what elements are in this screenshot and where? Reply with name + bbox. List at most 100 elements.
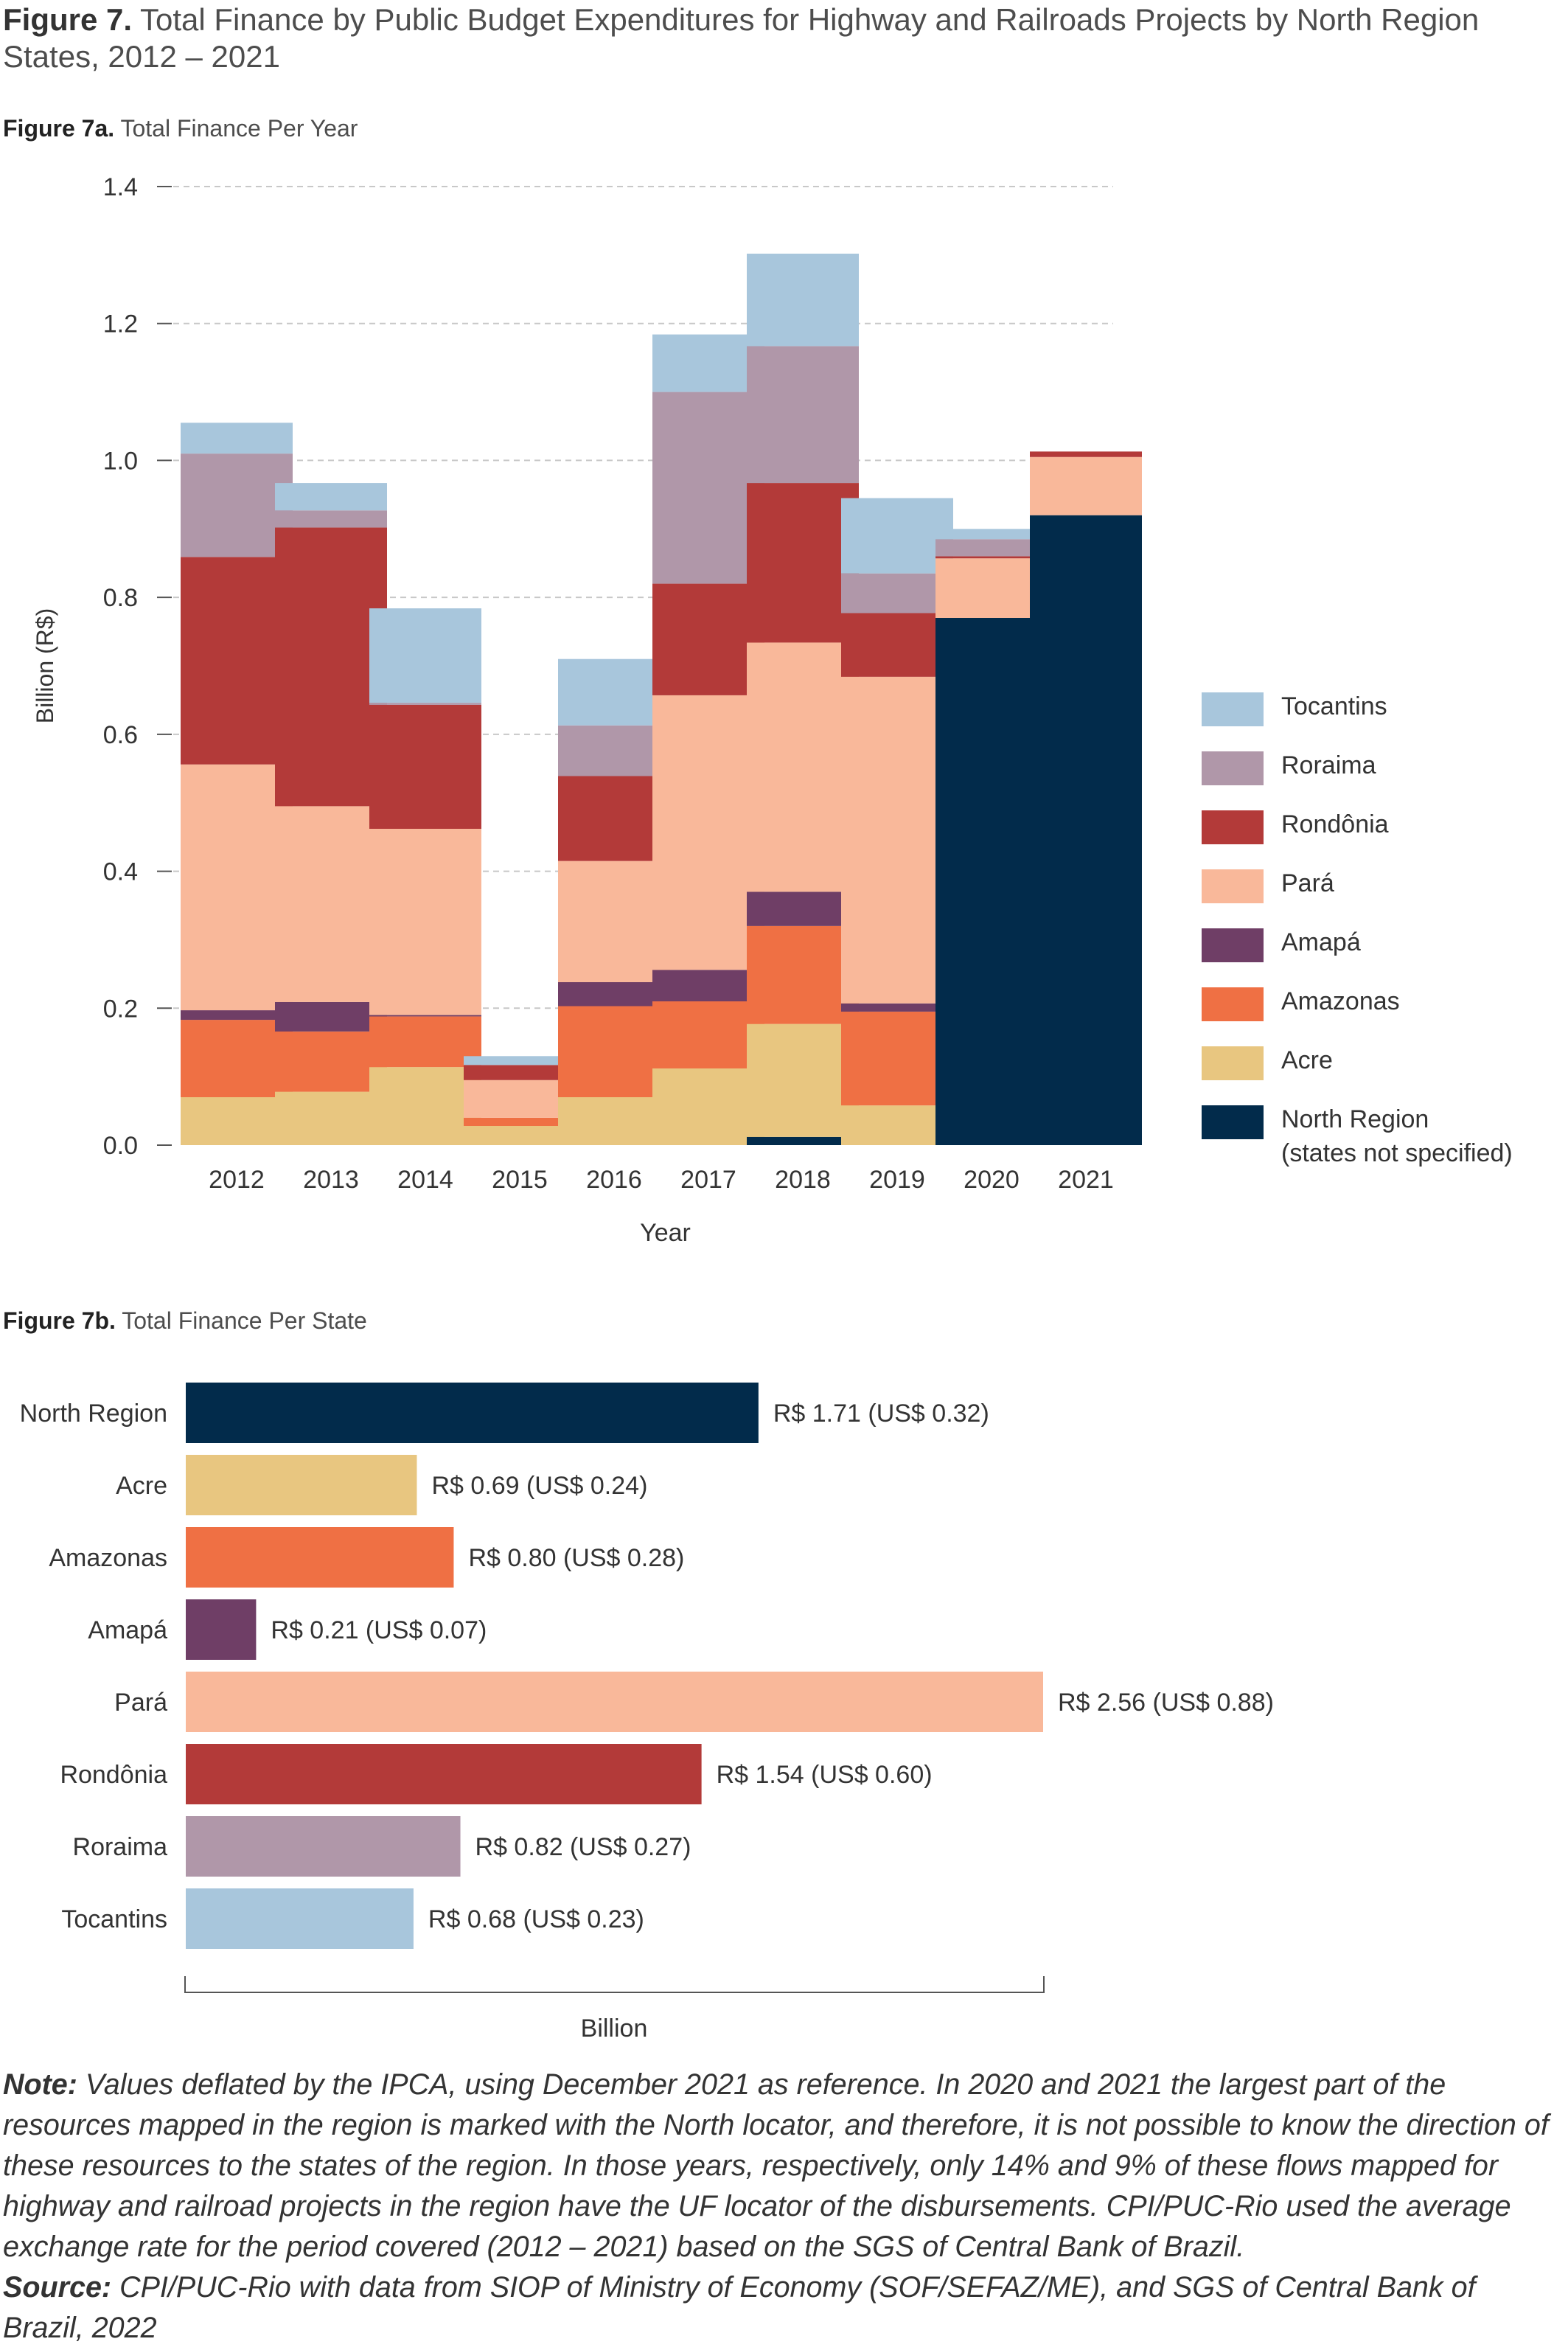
bar-segment-rondonia-2012	[181, 557, 293, 765]
bar-segment-tocantins-2018	[747, 254, 859, 347]
bar-segment-amazonas-2014	[369, 1016, 481, 1068]
legend-item-amazonas: Amazonas	[1202, 984, 1541, 1029]
bar-segment-roraima-2019	[841, 573, 953, 613]
figure-7b-title-text: Total Finance Per State	[122, 1307, 367, 1334]
bar-segment-roraima-2014	[369, 703, 481, 705]
bar-segment-rondonia-2020	[935, 556, 1048, 559]
bar-segment-acre-2015	[464, 1126, 576, 1145]
legend-label: Amazonas	[1281, 987, 1400, 1015]
x-axis-label: Year	[640, 1219, 691, 1247]
bar-segment-acre-2014	[369, 1067, 481, 1145]
bar-segment-rondonia-2016	[558, 776, 670, 861]
note-text: Values deflated by the IPCA, using Decem…	[3, 2068, 1549, 2263]
y-tick-label: 0.8	[103, 584, 138, 612]
bar-segment-roraima-2016	[558, 725, 670, 776]
bar-segment-amapa-2013	[275, 1001, 387, 1032]
y-axis-label: Billion (R$)	[32, 608, 58, 723]
source-label: Source:	[3, 2271, 112, 2304]
data-label: R$ 1.71 (US$ 0.32)	[773, 1400, 989, 1428]
legend-swatch	[1202, 987, 1264, 1021]
bar-tocantins	[186, 1888, 414, 1949]
bar-rondonia	[186, 1744, 702, 1804]
y-tick-label: 0.0	[103, 1132, 138, 1160]
source-text: CPI/PUC-Rio with data from SIOP of Minis…	[3, 2271, 1476, 2344]
figure-7a-title-text: Total Finance Per Year	[120, 115, 358, 142]
x-tick-label: 2020	[964, 1166, 1020, 1194]
legend-label: Rondônia	[1281, 810, 1389, 838]
bar-segment-acre-2017	[652, 1068, 764, 1145]
legend-swatch	[1202, 1046, 1264, 1080]
bar-segment-amapa-2018	[747, 891, 859, 926]
bar-segment-para-2012	[181, 764, 293, 1011]
legend-label: Tocantins	[1281, 692, 1387, 720]
bar-segment-tocantins-2019	[841, 498, 953, 574]
bar-segment-para-2015	[464, 1080, 576, 1118]
bar-segment-para-2016	[558, 861, 670, 982]
legend-item-acre: Acre	[1202, 1043, 1541, 1088]
x-tick-label: 2015	[492, 1166, 548, 1194]
figure-7a-label: Figure 7a.	[3, 115, 115, 142]
bar-segment-acre-2013	[275, 1091, 387, 1145]
bar-segment-acre-2016	[558, 1097, 670, 1145]
bar-segment-roraima-2017	[652, 392, 764, 584]
x-axis-label: Billion	[581, 2014, 648, 2043]
figure-7b-label: Figure 7b.	[3, 1307, 116, 1334]
x-tick-label: 2021	[1058, 1166, 1114, 1194]
horizontal-bar-chart: North Region R$ 1.71 (US$ 0.32) Acre R$ 0.6…	[20, 1383, 1274, 2043]
bar-segment-amapa-2019	[841, 1003, 953, 1012]
bar-segment-rondonia-2014	[369, 704, 481, 829]
y-tick-label: 0.4	[103, 858, 138, 886]
bar-segment-tocantins-2015	[464, 1056, 576, 1066]
bar-para	[186, 1672, 1043, 1732]
category-label: Acre	[116, 1472, 167, 1500]
figure-label: Figure 7.	[3, 2, 133, 37]
figure-note: Note: Values deflated by the IPCA, using…	[3, 2065, 1558, 2349]
bar-segment-para-2018	[747, 642, 859, 892]
bar-segment-para-2020	[935, 558, 1048, 618]
bar-segment-rondonia-2017	[652, 583, 764, 695]
data-label: R$ 1.54 (US$ 0.60)	[717, 1761, 933, 1789]
legend-label: North Region (states not specified)	[1281, 1105, 1513, 1167]
bar-segment-north-region-2018	[747, 1136, 859, 1145]
category-label: Rondônia	[60, 1761, 167, 1789]
legend-swatch	[1202, 869, 1264, 903]
bar-segment-tocantins-2020	[935, 529, 1048, 540]
bar-segment-roraima-2013	[275, 510, 387, 528]
x-tick-label: 2018	[775, 1166, 831, 1194]
bar-segment-rondonia-2013	[275, 527, 387, 807]
legend-label: Roraima	[1281, 751, 1376, 779]
bar-segment-acre-2012	[181, 1097, 293, 1145]
bar-segment-amazonas-2018	[747, 925, 859, 1024]
bar-amazonas	[186, 1527, 454, 1588]
bar-segment-rondonia-2019	[841, 613, 953, 677]
y-tick-label: 0.6	[103, 721, 138, 749]
category-label: North Region	[20, 1400, 167, 1428]
data-label: R$ 0.21 (US$ 0.07)	[271, 1616, 487, 1644]
bar-segment-amapa-2012	[181, 1010, 293, 1021]
bar-segment-roraima-2018	[747, 346, 859, 484]
bar-segment-amazonas-2017	[652, 1001, 764, 1068]
bar-segment-roraima-2020	[935, 539, 1048, 557]
bar-segment-rondonia-2021	[1030, 451, 1142, 457]
legend-label: Acre	[1281, 1046, 1333, 1074]
x-tick-label: 2016	[586, 1166, 642, 1194]
data-label: R$ 0.82 (US$ 0.27)	[475, 1833, 691, 1861]
data-label: R$ 0.68 (US$ 0.23)	[428, 1905, 644, 1933]
figure-7a-title: Figure 7a. Total Finance Per Year	[3, 114, 358, 142]
legend-swatch	[1202, 928, 1264, 962]
bar-roraima	[186, 1816, 461, 1877]
legend-swatch	[1202, 692, 1264, 726]
bar-segment-rondonia-2015	[464, 1065, 576, 1080]
bar-north-region	[186, 1383, 759, 1443]
bar-segment-para-2014	[369, 829, 481, 1015]
x-tick-label: 2012	[209, 1166, 265, 1194]
category-label: Amazonas	[49, 1544, 167, 1572]
legend-swatch	[1202, 751, 1264, 785]
legend-swatch	[1202, 1105, 1264, 1139]
bar-segment-rondonia-2018	[747, 483, 859, 643]
bar-segment-tocantins-2017	[652, 334, 764, 392]
x-tick-label: 2014	[397, 1166, 453, 1194]
bar-segment-roraima-2012	[181, 453, 293, 557]
y-tick-label: 1.2	[103, 310, 138, 338]
data-label: R$ 0.69 (US$ 0.24)	[431, 1472, 647, 1500]
